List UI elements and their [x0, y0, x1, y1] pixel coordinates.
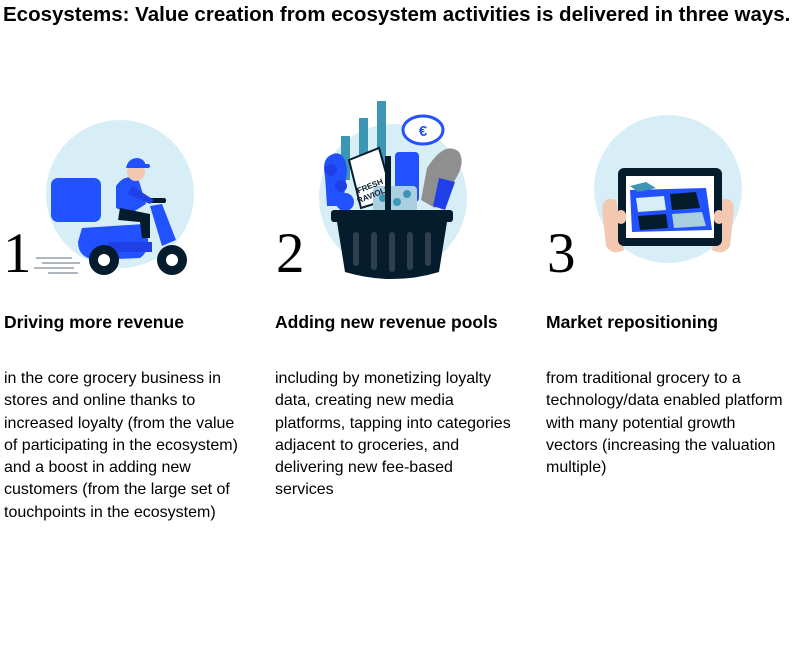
step-heading: Adding new revenue pools — [275, 312, 498, 332]
step-heading: Driving more revenue — [4, 312, 184, 332]
step-number: 3 — [547, 222, 576, 285]
step-2: € FRESH RAVIOLI 2 Adding new revenue poo… — [275, 0, 525, 645]
step-body: in the core grocery business in stores a… — [4, 370, 238, 521]
step-body: from traditional grocery to a technology… — [546, 370, 783, 477]
step-3: 3 Market repositioning from traditional … — [546, 0, 796, 645]
bar-chart-icon — [341, 136, 350, 180]
step-1: 1 Driving more revenue in the core groce… — [3, 0, 254, 645]
euro-symbol: € — [419, 123, 428, 140]
delivery-scooter-icon — [34, 120, 194, 275]
step-number: 2 — [276, 222, 305, 285]
step-heading: Market repositioning — [546, 312, 719, 332]
step-body: including by monetizing loyalty data, cr… — [275, 370, 511, 499]
step-number: 1 — [3, 222, 32, 285]
page-title: Ecosystems: Value creation from ecosyste… — [3, 3, 791, 26]
grocery-basket-icon: € FRESH RAVIOLI — [319, 101, 467, 279]
euro-coin-icon — [401, 114, 445, 146]
tablet-icon — [594, 115, 742, 263]
